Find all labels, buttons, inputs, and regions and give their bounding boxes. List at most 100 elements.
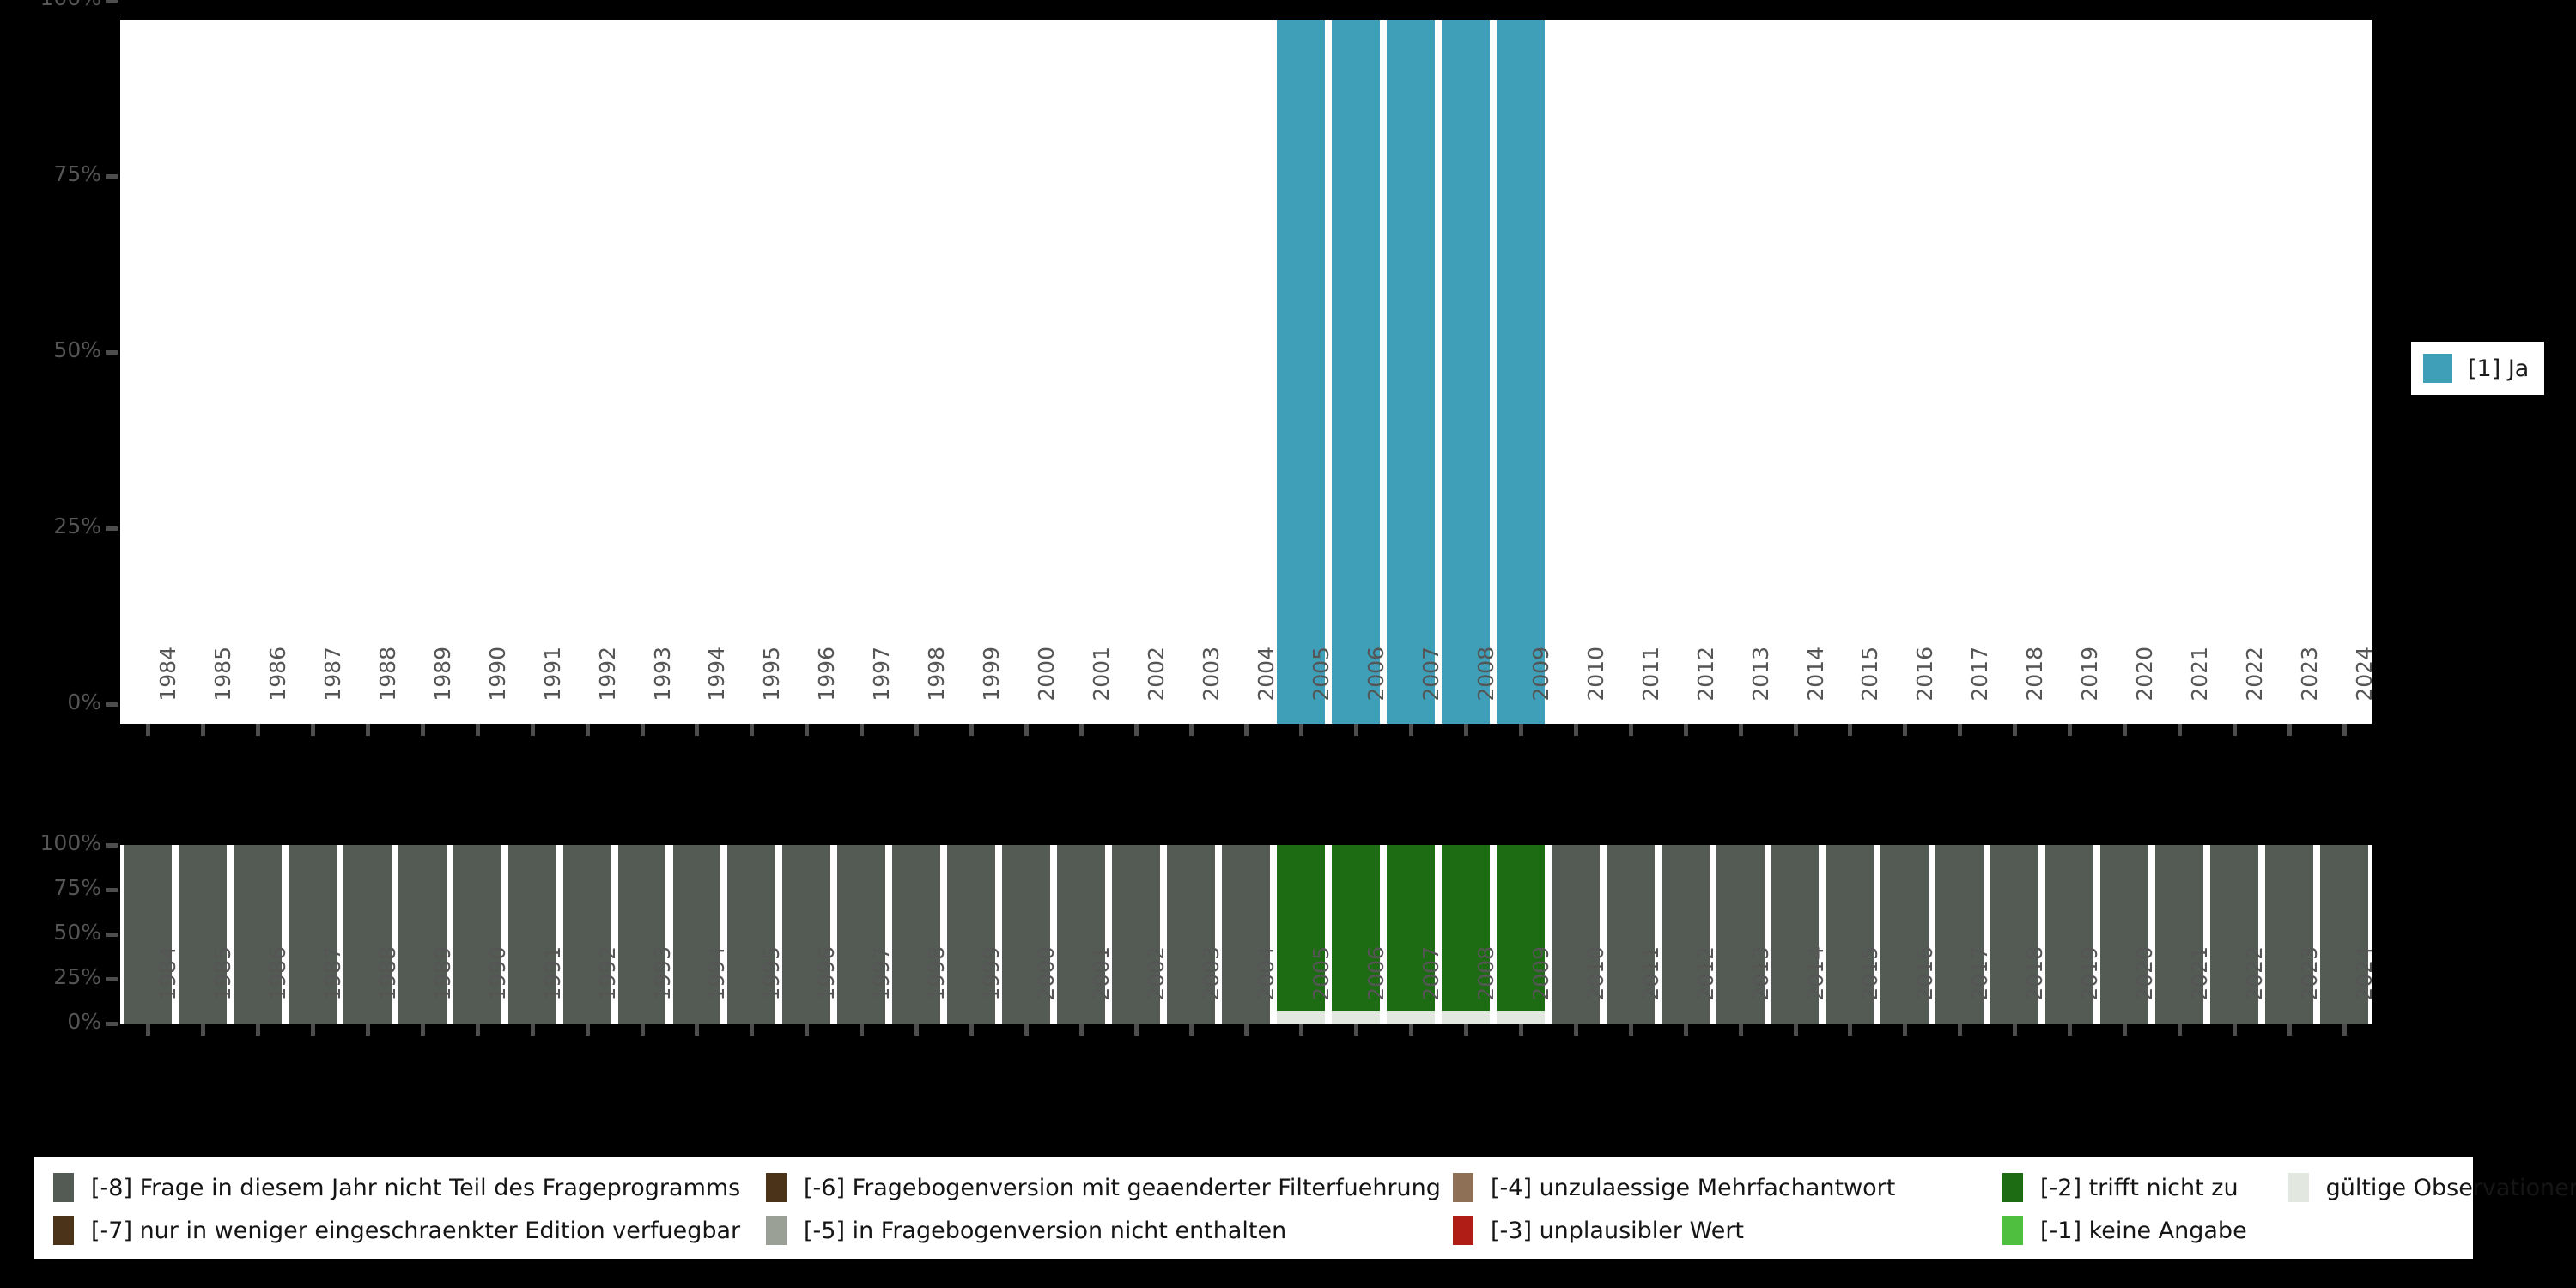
- bar-column: [672, 845, 721, 1024]
- main-chart-bars: [120, 20, 2372, 724]
- y-axis-tick-label: 0%: [67, 690, 101, 714]
- x-axis-tick-mark: [1408, 1024, 1413, 1036]
- x-axis-tick-label: 2021: [2187, 946, 2213, 1001]
- x-axis-tick-label: 2008: [1473, 946, 1498, 1001]
- bar-column: [1441, 845, 1490, 1024]
- bar-segment: [1990, 845, 2039, 1024]
- main-chart-x-axis: 1984 1985 1986 1987 1988 1989 1990 1991 1992 1993…: [120, 647, 2377, 841]
- x-axis-tick-mark: [1628, 1024, 1633, 1036]
- bar-column: [1276, 20, 1325, 724]
- y-axis-tick-label: 75%: [53, 875, 101, 900]
- x-axis-tick-mark: [914, 724, 920, 736]
- y-axis-tick-label: 0%: [67, 1009, 101, 1034]
- x-axis-tick-mark: [805, 1024, 810, 1036]
- x-axis-tick-label: 2012: [1692, 946, 1718, 1001]
- bar-column: [507, 845, 556, 1024]
- bar-column: [124, 845, 172, 1024]
- x-axis-tick-mark: [1848, 724, 1853, 736]
- x-axis-tick-mark: [585, 724, 590, 736]
- x-axis-tick-mark: [695, 724, 700, 736]
- x-axis-tick-mark: [1848, 1024, 1853, 1036]
- bar-segment: [233, 845, 282, 1024]
- x-axis-tick-mark: [2178, 724, 2183, 736]
- x-axis-tick-mark: [1024, 1024, 1030, 1036]
- bar-column: [178, 845, 227, 1024]
- status-chart-panel: 0% 25% 50% 75% 100% 1984 1985 1986 1987 1988 1989…: [0, 830, 2377, 1036]
- bar-segment: [453, 845, 501, 1024]
- bar-column: [2320, 845, 2368, 1024]
- status-chart-y-axis: 0% 25% 50% 75% 100%: [0, 830, 120, 1034]
- x-axis-tick-label: 1985: [210, 946, 235, 1001]
- bar-segment: [1826, 845, 1874, 1024]
- y-axis-tick-label: 25%: [53, 964, 101, 989]
- x-axis-tick-mark: [1244, 1024, 1249, 1036]
- x-axis-tick-mark: [1079, 1024, 1084, 1036]
- x-axis-tick-mark: [255, 724, 260, 736]
- x-axis-tick-mark: [310, 1024, 315, 1036]
- x-axis-tick-mark: [2178, 1024, 2183, 1036]
- x-axis-tick-mark: [145, 724, 150, 736]
- x-axis-tick-label: 2020: [2132, 946, 2158, 1001]
- bar-column: [1331, 20, 1380, 724]
- x-axis-tick-label: 1994: [704, 946, 730, 1001]
- x-axis-tick-mark: [420, 1024, 425, 1036]
- bar-column: [2045, 845, 2094, 1024]
- x-axis-tick-mark: [1134, 724, 1139, 736]
- legend-swatch-minus3: [1453, 1216, 1473, 1245]
- x-axis-tick-mark: [1573, 1024, 1578, 1036]
- bar-column: [1331, 845, 1380, 1024]
- x-axis-tick-mark: [1958, 724, 1963, 736]
- legend-swatch-minus4: [1453, 1173, 1473, 1202]
- legend-label-minus2: [-2] trifft nicht zu: [2040, 1174, 2239, 1201]
- bar-segment: [947, 845, 996, 1024]
- bar-column: [2100, 845, 2149, 1024]
- bar-segment: [672, 845, 721, 1024]
- x-axis-tick-label: 1996: [814, 946, 840, 1001]
- bar-column: [727, 845, 776, 1024]
- bar-segment: [1661, 845, 1710, 1024]
- bar-segment: [2155, 845, 2204, 1024]
- x-axis-tick-label: 2004: [1254, 946, 1279, 1001]
- bar-segment: [1551, 845, 1600, 1024]
- x-axis-tick-label: 2019: [2077, 946, 2103, 1001]
- bar-column: [1386, 845, 1435, 1024]
- legend-label-ja: [1] Ja: [2468, 355, 2530, 382]
- x-axis-tick-mark: [969, 724, 975, 736]
- bar-column: [1935, 845, 1984, 1024]
- bar-column: [947, 845, 996, 1024]
- x-axis-tick-mark: [1189, 724, 1194, 736]
- legend-swatch-minus6: [766, 1173, 787, 1202]
- bar-segment: [1716, 845, 1765, 1024]
- x-axis-tick-mark: [1134, 1024, 1139, 1036]
- bar-column: [1002, 845, 1051, 1024]
- legend-swatch-minus1: [2002, 1216, 2023, 1245]
- legend-entry-minus1: [-1] keine Angabe: [2002, 1216, 2483, 1245]
- legend-label-minus4: [-4] unzulaessige Mehrfachantwort: [1491, 1174, 1896, 1201]
- bar-segment: [1386, 1011, 1435, 1024]
- x-axis-tick-mark: [475, 1024, 480, 1036]
- bar-column: [1990, 845, 2039, 1024]
- y-axis-tick-mark: [106, 933, 118, 937]
- legend-label-minus3: [-3] unplausibler Wert: [1491, 1217, 1745, 1244]
- y-axis-tick-label: 50%: [53, 337, 101, 362]
- bar-segment: [1441, 845, 1490, 1012]
- bar-segment: [1331, 20, 1380, 724]
- legend-swatch-minus5: [766, 1216, 787, 1245]
- x-axis-tick-label: 2003: [1199, 946, 1224, 1001]
- x-axis-tick-mark: [1683, 1024, 1688, 1036]
- bar-segment: [617, 845, 666, 1024]
- x-axis-tick-mark: [1518, 1024, 1523, 1036]
- x-axis-tick-mark: [475, 724, 480, 736]
- x-axis-tick-mark: [2123, 724, 2128, 736]
- x-axis-tick-label: 1999: [979, 946, 1005, 1001]
- x-axis-tick-mark: [1903, 724, 1908, 736]
- x-axis-tick-mark: [1024, 724, 1030, 736]
- status-chart-plot-area: [120, 845, 2372, 1024]
- x-axis-tick-mark: [1463, 724, 1468, 736]
- x-axis-tick-mark: [2342, 1024, 2348, 1036]
- x-axis-tick-label: 1989: [429, 946, 455, 1001]
- bar-column: [453, 845, 501, 1024]
- bar-column: [1167, 845, 1215, 1024]
- bar-column: [2265, 845, 2314, 1024]
- legend-label-minus6: [-6] Fragebogenversion mit geaenderter F…: [804, 1174, 1441, 1201]
